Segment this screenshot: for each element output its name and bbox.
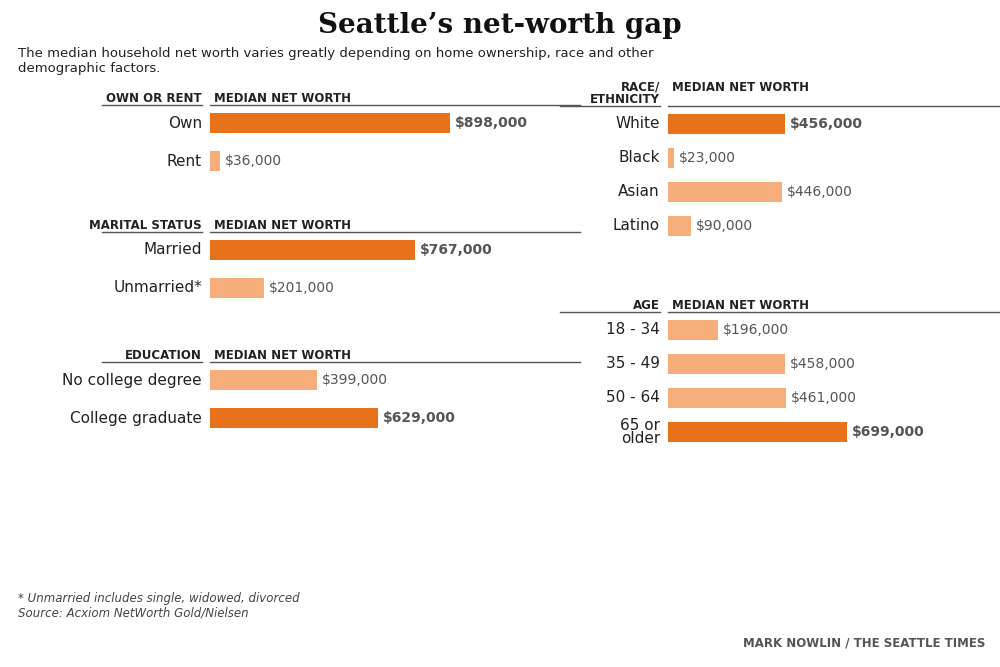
Text: older: older — [621, 431, 660, 446]
Bar — [668, 182, 782, 202]
Text: $196,000: $196,000 — [723, 323, 789, 337]
Text: $458,000: $458,000 — [790, 357, 856, 371]
Text: White: White — [616, 117, 660, 131]
Bar — [668, 216, 691, 236]
Text: $23,000: $23,000 — [679, 151, 736, 165]
Text: Rent: Rent — [167, 153, 202, 169]
Text: No college degree: No college degree — [62, 372, 202, 388]
Text: College graduate: College graduate — [70, 410, 202, 426]
Text: Unmarried*: Unmarried* — [113, 281, 202, 295]
Bar — [668, 388, 786, 408]
Text: MEDIAN NET WORTH: MEDIAN NET WORTH — [672, 81, 809, 94]
Text: $699,000: $699,000 — [852, 425, 925, 439]
Text: MARK NOWLIN / THE SEATTLE TIMES: MARK NOWLIN / THE SEATTLE TIMES — [743, 636, 985, 649]
Bar — [210, 370, 317, 390]
Bar — [210, 113, 450, 133]
Text: MEDIAN NET WORTH: MEDIAN NET WORTH — [214, 219, 351, 232]
Text: $446,000: $446,000 — [787, 185, 853, 199]
Bar — [668, 422, 847, 442]
Text: Latino: Latino — [613, 219, 660, 233]
Text: Own: Own — [168, 115, 202, 131]
Text: MEDIAN NET WORTH: MEDIAN NET WORTH — [214, 349, 351, 362]
Text: * Unmarried includes single, widowed, divorced: * Unmarried includes single, widowed, di… — [18, 592, 300, 605]
Bar — [668, 114, 785, 134]
Text: RACE/: RACE/ — [621, 81, 660, 94]
Text: $461,000: $461,000 — [791, 391, 857, 405]
Text: $767,000: $767,000 — [420, 243, 493, 257]
Text: 35 - 49: 35 - 49 — [606, 356, 660, 372]
Text: 65 or: 65 or — [620, 418, 660, 433]
Text: ETHNICITY: ETHNICITY — [590, 93, 660, 106]
Text: OWN OR RENT: OWN OR RENT — [106, 92, 202, 105]
Text: 18 - 34: 18 - 34 — [606, 323, 660, 338]
Text: $201,000: $201,000 — [269, 281, 335, 295]
Text: AGE: AGE — [633, 299, 660, 312]
Text: 50 - 64: 50 - 64 — [606, 390, 660, 406]
Text: $399,000: $399,000 — [322, 373, 388, 387]
Text: $456,000: $456,000 — [790, 117, 863, 131]
Bar — [668, 148, 674, 168]
Text: Asian: Asian — [618, 185, 660, 199]
Bar — [668, 320, 718, 340]
Text: MEDIAN NET WORTH: MEDIAN NET WORTH — [672, 299, 809, 312]
Text: MARITAL STATUS: MARITAL STATUS — [89, 219, 202, 232]
Text: Married: Married — [144, 243, 202, 257]
Text: $90,000: $90,000 — [696, 219, 753, 233]
Text: The median household net worth varies greatly depending on home ownership, race : The median household net worth varies gr… — [18, 47, 654, 75]
Bar — [210, 278, 264, 298]
Bar — [668, 354, 785, 374]
Text: MEDIAN NET WORTH: MEDIAN NET WORTH — [214, 92, 351, 105]
Text: $36,000: $36,000 — [225, 154, 282, 168]
Text: $629,000: $629,000 — [383, 411, 456, 425]
Text: EDUCATION: EDUCATION — [125, 349, 202, 362]
Text: Seattle’s net-worth gap: Seattle’s net-worth gap — [318, 12, 682, 39]
Text: Source: Acxiom NetWorth Gold/Nielsen: Source: Acxiom NetWorth Gold/Nielsen — [18, 607, 249, 620]
Text: Black: Black — [618, 151, 660, 165]
Bar — [210, 408, 378, 428]
Bar — [210, 240, 415, 260]
Text: $898,000: $898,000 — [455, 116, 528, 130]
Bar — [210, 151, 220, 171]
